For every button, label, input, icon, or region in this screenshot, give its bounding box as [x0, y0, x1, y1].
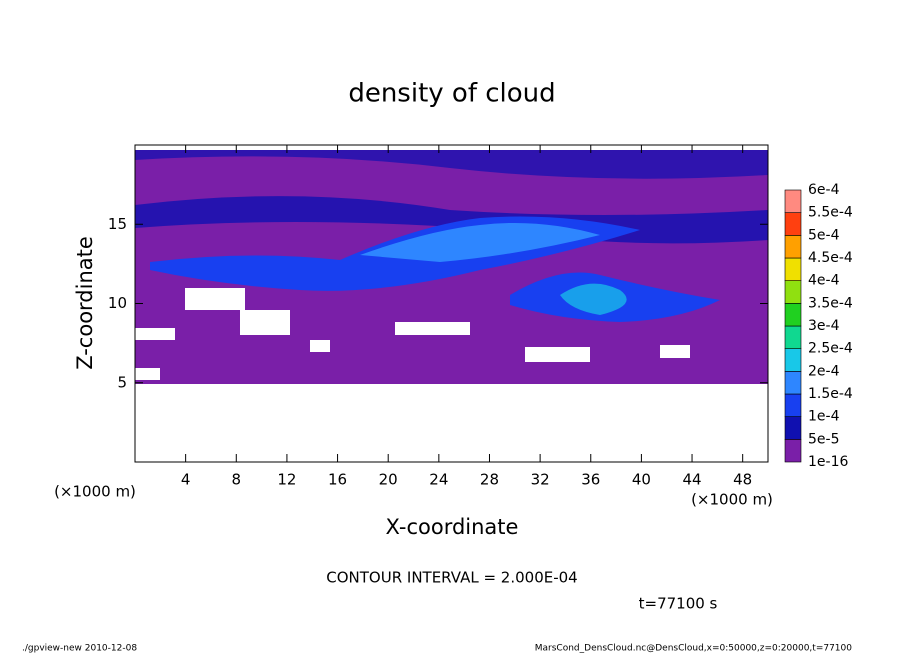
colorbar-band [784, 393, 802, 417]
y-unit-label: (×1000 m) [54, 483, 136, 501]
x-tick-label: 24 [429, 471, 448, 489]
x-tick-label: 8 [232, 471, 242, 489]
colorbar-band [784, 371, 802, 395]
colorbar-label: 4e-4 [808, 273, 840, 289]
y-tick-label: 5 [117, 373, 127, 391]
colorbar-band [784, 303, 802, 327]
colorbar-label: 6e-4 [808, 182, 840, 198]
chart-title: density of cloud [348, 79, 555, 109]
x-tick-label: 12 [277, 471, 296, 489]
colorbar-label: 4.5e-4 [808, 250, 853, 266]
colorbar-band [784, 257, 802, 281]
colorbar-label: 5.5e-4 [808, 205, 853, 221]
x-tick-label: 32 [531, 471, 550, 489]
colorbar-label: 1.5e-4 [808, 386, 853, 402]
colorbar-band [784, 348, 802, 372]
footer-right: MarsCond_DensCloud.nc@DensCloud,x=0:5000… [535, 644, 852, 654]
x-tick-label: 20 [379, 471, 398, 489]
y-axis-label: Z-coordinate [73, 236, 97, 370]
x-tick-label: 16 [328, 471, 347, 489]
x-tick-label: 4 [181, 471, 191, 489]
colorbar-band [784, 416, 802, 440]
colorbar-label: 3e-4 [808, 318, 840, 334]
field [135, 150, 768, 462]
x-tick-label: 40 [632, 471, 651, 489]
colorbar-band [784, 235, 802, 259]
colorbar-label: 2.5e-4 [808, 341, 853, 357]
y-tick-label: 15 [108, 215, 127, 233]
x-tick-label: 44 [682, 471, 701, 489]
colorbar-label: 1e-16 [808, 454, 848, 470]
colorbar-band [784, 280, 802, 304]
colorbar-band [784, 325, 802, 349]
colorbar-label: 3.5e-4 [808, 295, 853, 311]
x-unit-label: (×1000 m) [691, 491, 773, 509]
footer-left: ./gpview-new 2010-12-08 [22, 644, 137, 654]
colorbar-label: 1e-4 [808, 409, 840, 425]
time-label: t=77100 s [639, 595, 718, 613]
colorbar-label: 2e-4 [808, 363, 840, 379]
colorbar-band [784, 189, 802, 213]
x-axis-label: X-coordinate [386, 515, 519, 539]
x-tick-label: 28 [480, 471, 499, 489]
colorbar-label: 5e-4 [808, 227, 840, 243]
contour-interval: CONTOUR INTERVAL = 2.000E-04 [326, 569, 577, 587]
colorbar-band [784, 439, 802, 463]
x-tick-label: 36 [581, 471, 600, 489]
y-tick-label: 10 [108, 294, 127, 312]
colorbar-label: 5e-5 [808, 431, 839, 447]
x-tick-label: 48 [733, 471, 752, 489]
colorbar-band [784, 212, 802, 236]
